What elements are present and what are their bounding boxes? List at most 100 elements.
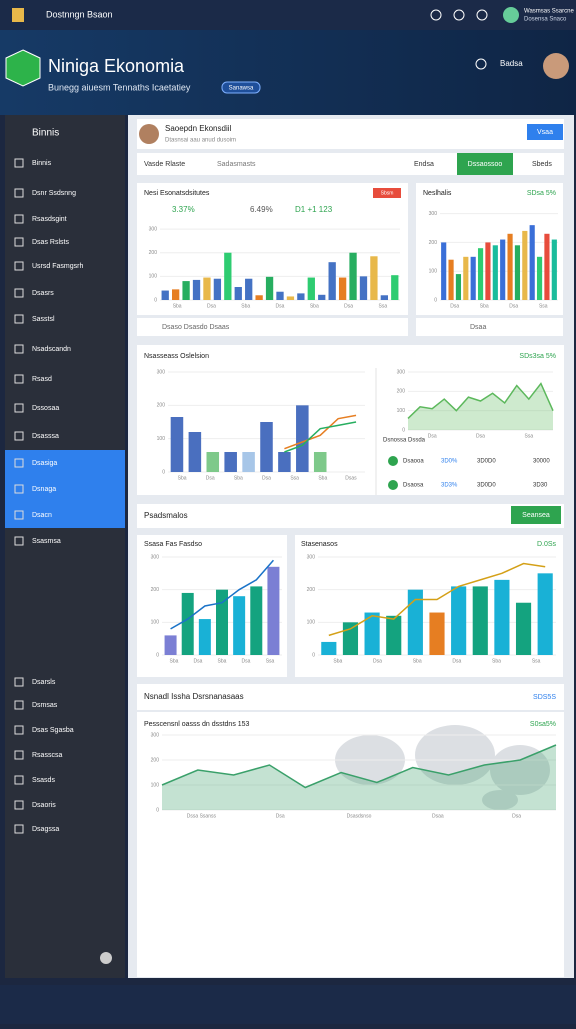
filter[interactable]: Endsa <box>414 161 434 168</box>
chart-title: Ssasa Fas Fasdso <box>144 541 202 548</box>
y-tick-label: 0 <box>156 652 159 658</box>
panel-footer <box>416 318 563 336</box>
user-name: Wasmsas Ssarcne <box>524 9 574 15</box>
x-tick-label: Dsasdsnso <box>347 813 372 819</box>
x-tick-label: Sba <box>234 475 243 481</box>
stat: 3.37% <box>172 205 195 214</box>
icon[interactable] <box>475 58 487 70</box>
x-tick-label: Sba <box>173 303 182 309</box>
row-cell: 3D0D0 <box>477 483 496 489</box>
search-icon[interactable] <box>476 9 488 21</box>
sidebar-item[interactable]: Dsmsas <box>32 702 58 709</box>
sidebar-item[interactable]: Usrsd Fasmgsrh <box>32 263 83 270</box>
world-map <box>335 725 550 810</box>
bar <box>250 586 263 655</box>
x-tick-label: Ssa <box>532 658 541 664</box>
sidebar-item[interactable]: Dsasssa <box>32 433 59 440</box>
sidebar-item[interactable]: Dsas Sgasba <box>32 727 74 734</box>
sidebar-item[interactable]: Dsagssa <box>32 826 59 833</box>
sidebar-item[interactable]: Ssasds <box>32 777 55 784</box>
settings-icon[interactable] <box>100 952 112 964</box>
x-tick-label: Dsaa <box>432 813 444 819</box>
sidebar-icon <box>14 214 24 224</box>
sidebar-item[interactable]: Dsnr Ssdsnng <box>32 190 76 197</box>
y-tick-label: 300 <box>151 732 160 738</box>
bar <box>370 256 378 300</box>
sidebar-item[interactable]: Dssosaa <box>32 405 59 412</box>
y-tick-label: 300 <box>429 211 438 217</box>
topbar <box>0 0 576 30</box>
bar <box>338 277 347 300</box>
sidebar-item[interactable]: Rsasscsa <box>32 752 62 759</box>
bar <box>224 452 237 472</box>
x-tick-label: Sba <box>241 303 250 309</box>
bar <box>296 405 309 472</box>
sidebar-icon <box>14 700 24 710</box>
filter[interactable]: Sadasmasts <box>217 161 256 168</box>
profile-card <box>137 119 564 149</box>
y-tick-label: 300 <box>307 554 316 560</box>
bar <box>391 275 399 300</box>
bar <box>206 452 220 472</box>
sidebar-item[interactable]: Dsnaga <box>32 486 56 493</box>
bar <box>278 452 291 472</box>
x-tick-label: Dsas <box>345 475 357 481</box>
sidebar-item[interactable]: Sasstsl <box>32 316 55 323</box>
panel <box>137 535 287 677</box>
chart-title: Nesi Esonatsdsitutes <box>144 190 210 197</box>
icon[interactable] <box>430 9 442 21</box>
avatar[interactable] <box>503 7 519 23</box>
sidebar-item[interactable]: Rsasd <box>32 376 52 383</box>
bar <box>470 256 476 300</box>
bar <box>297 293 305 300</box>
sidebar-item[interactable]: Dsarsls <box>32 679 56 686</box>
button[interactable] <box>457 153 513 175</box>
header-subtitle: Bunegg aiuesm Tennaths Icaetatiey <box>48 82 191 92</box>
bar <box>451 586 467 655</box>
sidebar-item[interactable]: Nsadscandn <box>32 346 71 353</box>
x-tick-label: Sba <box>310 303 319 309</box>
sidebar-item[interactable]: Binnis <box>32 160 52 167</box>
x-tick-label: Sba <box>170 658 179 664</box>
bar <box>494 579 510 655</box>
sidebar-item[interactable]: Dsaoris <box>32 802 56 809</box>
sidebar-item[interactable]: Rsasdsgint <box>32 216 67 223</box>
user-role: Dosensa Snaco <box>524 17 567 23</box>
sidebar-item[interactable]: Dsasiga <box>32 460 57 467</box>
sidebar-icon <box>14 188 24 198</box>
bar <box>507 233 513 300</box>
y-tick-label: 300 <box>151 554 160 560</box>
bar <box>313 452 327 472</box>
sidebar-item[interactable]: Dsacn <box>32 512 52 519</box>
y-tick-label: 300 <box>157 369 166 375</box>
sidebar-item[interactable]: Ssasmsa <box>32 538 61 545</box>
y-tick-label: 100 <box>157 436 166 442</box>
button[interactable] <box>511 506 561 524</box>
tag-text: Sbsm <box>381 190 394 196</box>
x-tick-label: Ssa <box>525 433 534 439</box>
bar <box>170 417 184 472</box>
row-cell: 30000 <box>533 459 550 465</box>
bar <box>198 619 211 655</box>
filter[interactable]: Sbeds <box>532 161 552 168</box>
sidebar-item[interactable]: Dsas Rslsts <box>32 239 69 246</box>
icon[interactable] <box>453 9 465 21</box>
y-tick-label: 100 <box>151 782 160 788</box>
bar <box>477 248 484 300</box>
bar <box>492 245 498 300</box>
x-tick-label: Dsa <box>512 813 521 819</box>
button[interactable] <box>527 124 563 140</box>
bar <box>216 589 228 655</box>
bar <box>224 252 232 300</box>
filter[interactable]: Vasde Rlaste <box>144 161 185 168</box>
y-tick-label: 200 <box>151 587 160 593</box>
sidebar-item[interactable]: Dsasrs <box>32 290 54 297</box>
x-tick-label: Ssa <box>379 303 388 309</box>
line <box>170 559 274 630</box>
y-tick-label: 0 <box>312 652 315 658</box>
avatar[interactable] <box>543 53 569 79</box>
badge[interactable] <box>221 81 261 94</box>
y-tick-label: 0 <box>434 297 437 303</box>
header-menu[interactable]: Badsa <box>500 59 523 68</box>
